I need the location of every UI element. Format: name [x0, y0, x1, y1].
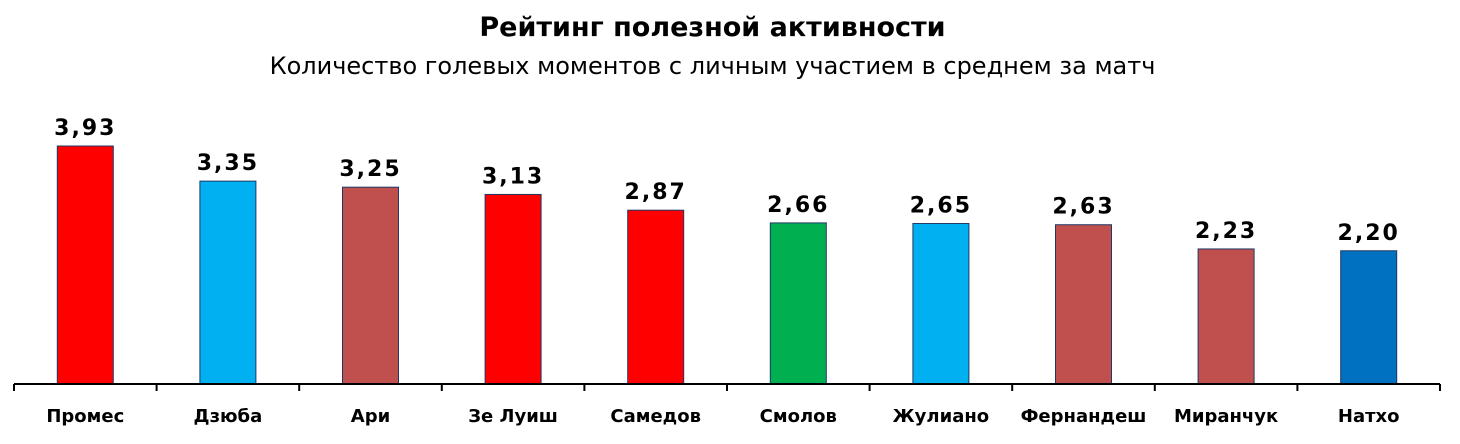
bar-value-label: 2,87 — [625, 180, 687, 205]
bar — [56, 145, 114, 385]
category-label: Фернандеш — [1021, 406, 1147, 427]
bar-value-label: 2,23 — [1195, 219, 1257, 244]
bar-value-label: 3,35 — [197, 151, 259, 176]
category-label: Зе Луиш — [468, 406, 558, 427]
bars-group — [56, 145, 1398, 385]
bar — [912, 223, 970, 385]
bar — [342, 186, 399, 385]
bar-value-label: 3,13 — [482, 164, 544, 189]
chart-title: Рейтинг полезной активности — [479, 12, 946, 43]
bar — [1340, 250, 1398, 385]
bar-value-label: 2,20 — [1338, 221, 1400, 246]
bar — [627, 209, 685, 385]
bar — [199, 180, 257, 385]
chart-subtitle: Количество голевых моментов с личным уча… — [269, 52, 1156, 80]
bar-value-label: 3,93 — [54, 116, 116, 141]
x-axis-ticks — [13, 384, 1441, 391]
category-label: Жулиано — [893, 406, 990, 427]
category-label: Смолов — [760, 406, 837, 427]
bar-value-label: 2,63 — [1052, 195, 1114, 220]
bar-value-label: 2,66 — [767, 193, 829, 218]
category-label: Промес — [46, 406, 124, 427]
category-labels-group: Промес Дзюба Ари Зе Луиш Самедов Смолов Жулиан… — [46, 406, 1399, 427]
bar — [769, 222, 827, 385]
bar-value-label: 3,25 — [339, 157, 401, 182]
bar — [484, 193, 542, 385]
bar — [1197, 248, 1255, 385]
category-label: Самедов — [610, 406, 701, 427]
category-label: Натхо — [1338, 406, 1400, 427]
bar-value-label: 2,65 — [910, 194, 972, 219]
category-label: Миранчук — [1174, 406, 1278, 427]
category-label: Дзюба — [194, 406, 263, 427]
bar — [1055, 224, 1112, 385]
value-labels-group: 3,93 3,35 3,25 3,13 2,87 2,66 2,65 2,63 2,23 2,20 — [54, 116, 1400, 246]
category-label: Ари — [351, 406, 390, 427]
